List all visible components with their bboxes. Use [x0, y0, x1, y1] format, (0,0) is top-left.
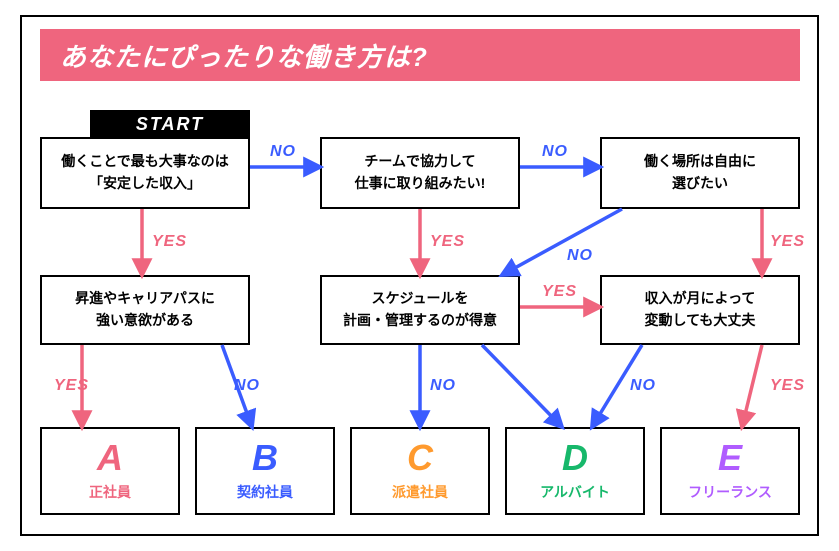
- q5-line1: スケジュールを: [371, 290, 468, 306]
- result-D-label: アルバイト: [540, 482, 610, 502]
- question-q6: 収入が月によって 変動しても大丈夫: [600, 275, 800, 345]
- result-E: E フリーランス: [660, 427, 800, 515]
- q4-line2: 強い意欲がある: [96, 312, 194, 328]
- question-q2: チームで協力して 仕事に取り組みたい!: [320, 137, 520, 209]
- result-A: A 正社員: [40, 427, 180, 515]
- result-B-letter: B: [252, 440, 278, 476]
- start-tag: START: [90, 110, 250, 138]
- edge-label-q1-q4-yes: YES: [152, 233, 187, 251]
- title-text: あなたにぴったりな働き方は?: [60, 37, 428, 74]
- edge-label-q6-D-no: NO: [630, 377, 656, 395]
- result-E-letter: E: [718, 440, 742, 476]
- q4-line1: 昇進やキャリアパスに: [75, 290, 215, 306]
- edge-q3-q5-no: [502, 209, 622, 275]
- question-q4: 昇進やキャリアパスに 強い意欲がある: [40, 275, 250, 345]
- edge-label-q4-A-yes: YES: [54, 377, 89, 395]
- question-q1: 働くことで最も大事なのは 「安定した収入」: [40, 137, 250, 209]
- result-E-label: フリーランス: [688, 482, 772, 502]
- edge-q5-D: [482, 345, 562, 427]
- result-C-label: 派遣社員: [392, 482, 448, 502]
- edge-label-q5-C-no: NO: [430, 377, 456, 395]
- result-D-letter: D: [562, 440, 588, 476]
- result-A-letter: A: [97, 440, 123, 476]
- result-D: D アルバイト: [505, 427, 645, 515]
- start-tag-text: START: [136, 114, 204, 135]
- q1-line2: 「安定した収入」: [89, 175, 201, 191]
- edge-label-q1-q2-no: NO: [270, 143, 296, 161]
- flowchart-canvas: あなたにぴったりな働き方は? START 働くことで最も大事なのは 「安定した収…: [20, 15, 819, 536]
- q2-line2: 仕事に取り組みたい!: [355, 175, 486, 191]
- title-bar: あなたにぴったりな働き方は?: [40, 29, 800, 81]
- edge-label-q4-B-no: NO: [234, 377, 260, 395]
- q6-line2: 変動しても大丈夫: [645, 312, 756, 328]
- edge-label-q6-E-yes: YES: [770, 377, 805, 395]
- q3-line2: 選びたい: [672, 175, 728, 191]
- result-B-label: 契約社員: [237, 482, 293, 502]
- edge-label-q2-q3-no: NO: [542, 143, 568, 161]
- edge-label-q2-q5-yes: YES: [430, 233, 465, 251]
- q5-line2: 計画・管理するのが得意: [343, 312, 497, 328]
- question-q3: 働く場所は自由に 選びたい: [600, 137, 800, 209]
- edge-label-q3-q5-no: NO: [567, 247, 593, 265]
- q1-line1: 働くことで最も大事なのは: [61, 153, 229, 169]
- result-A-label: 正社員: [89, 482, 131, 502]
- q2-line1: チームで協力して: [364, 153, 475, 169]
- q6-line1: 収入が月によって: [645, 290, 756, 306]
- edge-label-q3-q6-yes: YES: [770, 233, 805, 251]
- edge-label-q5-q6-yes: YES: [542, 283, 577, 301]
- edge-q6-E-yes: [742, 345, 762, 427]
- result-C-letter: C: [407, 440, 433, 476]
- q3-line1: 働く場所は自由に: [644, 153, 756, 169]
- result-C: C 派遣社員: [350, 427, 490, 515]
- result-B: B 契約社員: [195, 427, 335, 515]
- question-q5: スケジュールを 計画・管理するのが得意: [320, 275, 520, 345]
